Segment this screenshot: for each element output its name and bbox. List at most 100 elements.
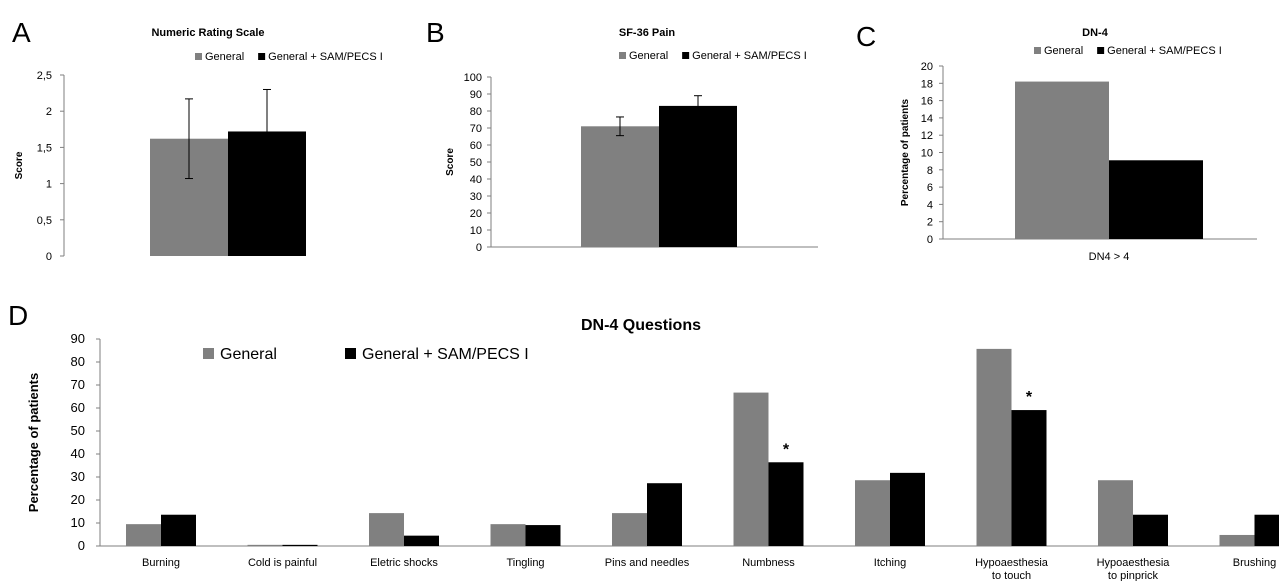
y-tick-label: 30 [470, 191, 482, 203]
bar-general [1098, 480, 1133, 546]
y-tick-label: 1 [46, 179, 52, 191]
panel-c: C DN-4 0 2 4 6 8 10 12 14 16 18 20 Percentage of pati… [856, 21, 1257, 263]
legend-swatch [619, 52, 626, 59]
bar-general [490, 524, 526, 546]
category-label: Cold is painful [248, 557, 317, 569]
legend-label: General [205, 51, 244, 63]
legend-swatch [345, 348, 356, 359]
legend-swatch [258, 53, 266, 60]
y-tick-label: 8 [927, 165, 933, 177]
significance-marker: * [783, 441, 790, 458]
legend-label: General + SAM/PECS I [692, 50, 807, 62]
category-label: Brushing [1233, 557, 1276, 569]
y-axis-label: Score [445, 148, 456, 176]
y-tick-label: 2,5 [37, 70, 52, 82]
y-tick-label: 90 [71, 331, 85, 346]
category-label: Burning [142, 557, 180, 569]
y-tick-label: 16 [921, 96, 933, 108]
bar-general [976, 348, 1012, 546]
legend-swatch [1097, 47, 1105, 54]
legend-label: General [1044, 45, 1083, 57]
y-tick-label: 80 [470, 106, 482, 118]
bar-general [369, 513, 404, 546]
bar-sam-pecs [1133, 514, 1168, 546]
y-tick-label: 60 [71, 400, 85, 415]
bar-sam-pecs [1254, 514, 1279, 546]
bar-sam-pecs [282, 544, 318, 546]
y-tick-label: 80 [71, 354, 85, 369]
legend-swatch [1034, 47, 1041, 54]
y-axis-label: Score [14, 151, 25, 179]
legend-label: General [220, 346, 277, 363]
bar-sam-pecs [1109, 160, 1203, 239]
panel-letter: D [8, 300, 28, 331]
category-label: Pins and needles [605, 557, 690, 569]
bar-general [733, 392, 769, 546]
panel-letter: B [426, 17, 445, 48]
error-bar [185, 98, 193, 180]
panel-d: D DN-4 Questions 0 10 20 30 40 50 60 70 80 90 Percen… [8, 300, 1279, 581]
y-tick-label: 0 [927, 234, 933, 246]
panel-letter: C [856, 21, 876, 52]
bar-sam-pecs [890, 472, 925, 546]
y-tick-label: 18 [921, 78, 933, 90]
chart-title: DN-4 Questions [581, 317, 701, 334]
y-tick-label: 2 [927, 217, 933, 229]
error-bar [263, 88, 271, 174]
y-tick-label: 10 [71, 515, 85, 530]
y-tick-label: 10 [470, 225, 482, 237]
bar-general [247, 544, 283, 546]
error-bar [616, 116, 624, 137]
bar-general [126, 524, 161, 546]
y-tick-label: 70 [470, 123, 482, 135]
y-tick-label: 0 [476, 242, 482, 254]
y-tick-label: 12 [921, 130, 933, 142]
y-tick-label: 0,5 [37, 215, 52, 227]
bar-sam-pecs [1011, 410, 1047, 546]
bar-general [1219, 534, 1255, 546]
panel-b: B SF-36 Pain 0 10 20 30 40 50 60 70 80 90 100 Score Ge… [426, 17, 818, 254]
legend-swatch [203, 348, 214, 359]
bar-sam-pecs [404, 535, 439, 546]
legend-label: General + SAM/PECS I [362, 346, 529, 363]
y-tick-label: 0 [78, 538, 85, 553]
category-label: Hypoaesthesia to pinprick [1097, 557, 1171, 581]
bar-sam-pecs [768, 462, 804, 546]
bar-general [581, 126, 659, 247]
error-bar [694, 95, 702, 117]
bar-sam-pecs [525, 525, 561, 546]
y-tick-label: 50 [470, 157, 482, 169]
category-label: Tingling [506, 557, 544, 569]
y-tick-label: 20 [921, 61, 933, 73]
legend-swatch [195, 53, 202, 60]
bar-sam-pecs [659, 105, 737, 248]
y-tick-label: 14 [921, 113, 933, 125]
category-label: Itching [874, 557, 906, 569]
y-tick-label: 4 [927, 199, 933, 211]
y-tick-label: 6 [927, 182, 933, 194]
y-tick-label: 60 [470, 140, 482, 152]
y-tick-label: 2 [46, 106, 52, 118]
bar-general [855, 480, 890, 546]
category-label: Eletric shocks [370, 557, 438, 569]
panel-letter: A [12, 17, 31, 48]
y-tick-label: 100 [464, 72, 482, 84]
y-tick-label: 1,5 [37, 142, 52, 154]
bar-sam-pecs [647, 483, 682, 546]
y-axis-label: Percentage of patients [26, 373, 41, 512]
y-tick-label: 40 [470, 174, 482, 186]
chart-title: DN-4 [1082, 27, 1109, 39]
category-label: Hypoaesthesia to touch [975, 557, 1049, 581]
legend: General General + SAM/PECS I [1034, 45, 1222, 57]
y-tick-label: 10 [921, 148, 933, 160]
legend: General General + SAM/PECS I [619, 50, 807, 62]
bar-sam-pecs [161, 514, 196, 546]
legend-label: General + SAM/PECS I [1107, 45, 1222, 57]
y-tick-label: 40 [71, 446, 85, 461]
significance-marker: * [1026, 389, 1033, 406]
chart-title: SF-36 Pain [619, 27, 676, 39]
legend-label: General [629, 50, 668, 62]
bar-general [612, 513, 647, 546]
category-label: DN4 > 4 [1089, 251, 1130, 263]
